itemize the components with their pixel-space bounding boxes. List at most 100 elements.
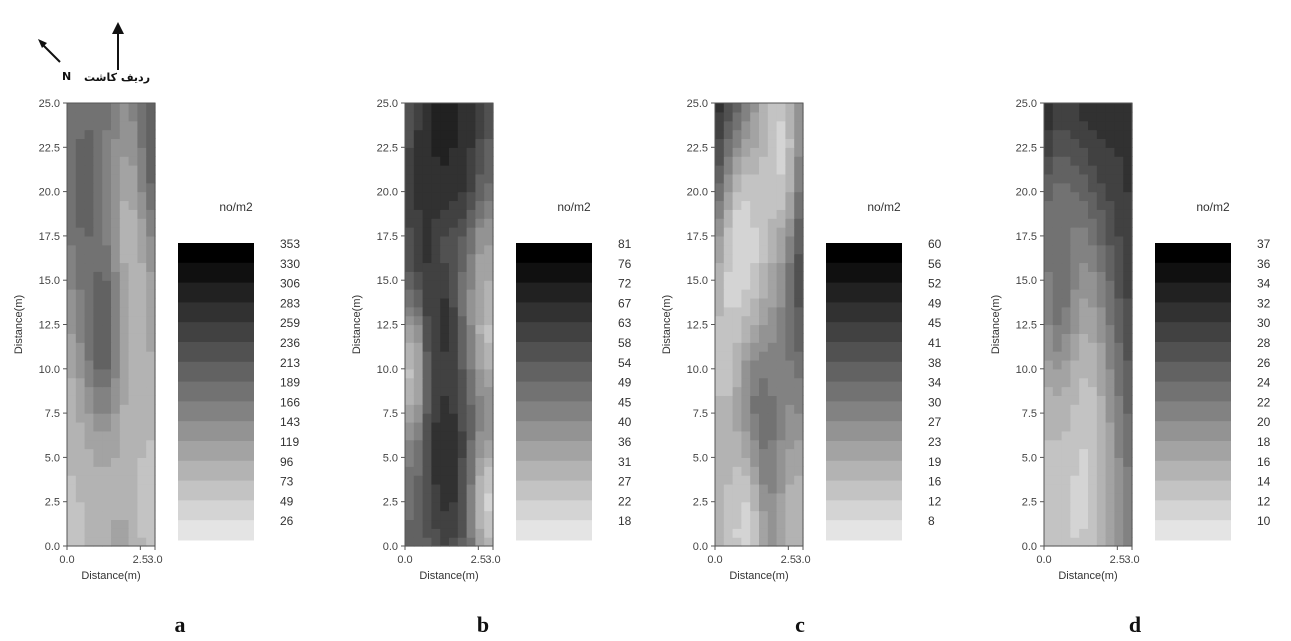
heatmap-cell <box>1114 430 1124 441</box>
legend-level-label: 52 <box>928 277 942 291</box>
heatmap-cell <box>776 492 786 503</box>
heatmap-cell <box>776 271 786 281</box>
heatmap-cell <box>431 492 441 503</box>
heatmap-cell <box>767 297 778 308</box>
heatmap-cell <box>1079 528 1089 538</box>
heatmap-cell <box>119 253 130 264</box>
y-tick-label: 7.5 <box>45 408 60 420</box>
heatmap-cell <box>750 306 760 317</box>
heatmap-cell <box>785 165 795 175</box>
heatmap-cell <box>715 501 725 512</box>
heatmap-cell <box>75 439 86 450</box>
heatmap-cell <box>128 165 138 175</box>
heatmap-cell <box>1079 280 1089 290</box>
heatmap-cell <box>785 111 795 122</box>
y-tick-label: 20.0 <box>377 187 398 199</box>
heatmap-cell <box>484 306 494 317</box>
heatmap-cell <box>1123 430 1133 441</box>
heatmap-cell <box>413 103 424 113</box>
heatmap-cell <box>1105 147 1115 157</box>
heatmap-cell <box>1052 510 1063 521</box>
heatmap-cell <box>1070 147 1080 157</box>
heatmap-cell <box>1079 510 1089 521</box>
heatmap-cell <box>457 200 468 210</box>
heatmap-cell <box>84 262 94 272</box>
heatmap-cell <box>741 421 751 432</box>
heatmap-cell <box>405 457 415 467</box>
heatmap-cell <box>405 430 415 441</box>
heatmap-cell <box>723 103 734 113</box>
heatmap-cell <box>102 200 112 210</box>
legend-swatch <box>1155 262 1231 284</box>
heatmap-cell <box>1105 129 1115 140</box>
heatmap-cell <box>475 439 485 450</box>
heatmap-cell <box>449 430 459 441</box>
heatmap-cell <box>440 377 450 388</box>
heatmap-cell <box>750 377 760 388</box>
heatmap-cell <box>119 235 130 246</box>
heatmap-cell <box>137 519 147 529</box>
legend-swatch <box>826 460 902 482</box>
heatmap-cell <box>715 111 725 122</box>
heatmap-cell <box>413 147 424 157</box>
heatmap-cell <box>1079 333 1089 343</box>
heatmap-cell <box>1044 386 1054 396</box>
heatmap-cell <box>1114 253 1124 264</box>
heatmap-cell <box>119 342 130 352</box>
heatmap-cell <box>422 138 432 148</box>
heatmap-cell <box>475 359 485 370</box>
heatmap-cell <box>484 475 494 485</box>
heatmap-cell <box>1052 111 1063 122</box>
legend-swatch <box>516 322 592 343</box>
heatmap-cell <box>440 173 450 184</box>
heatmap-cell <box>1052 501 1063 512</box>
heatmap-cell <box>466 191 476 202</box>
heatmap-cell <box>146 129 156 140</box>
heatmap-cell <box>750 103 760 113</box>
heatmap-cell <box>1123 244 1133 255</box>
heatmap-cell <box>794 271 804 281</box>
heatmap-cell <box>422 439 432 450</box>
heatmap-cell <box>759 501 769 512</box>
heatmap-cell <box>93 218 103 228</box>
legend-swatch <box>178 342 254 363</box>
heatmap-cell <box>146 430 156 441</box>
heatmap-cell <box>449 377 459 388</box>
heatmap-cell <box>128 111 138 122</box>
legend-level-label: 34 <box>1257 277 1271 291</box>
heatmap-cell <box>794 510 804 521</box>
heatmap-cell <box>449 483 459 494</box>
heatmap-cell <box>146 501 156 512</box>
heatmap-cell <box>1070 475 1080 485</box>
heatmap-cell <box>750 182 760 193</box>
heatmap-cell <box>475 368 485 379</box>
heatmap-cell <box>440 528 450 538</box>
heatmap-cell <box>137 191 147 202</box>
heatmap-cell <box>785 191 795 202</box>
heatmap-cell <box>741 306 751 317</box>
heatmap-svg: 0.02.55.07.510.012.515.017.520.022.525.0… <box>351 98 632 582</box>
heatmap-cell <box>794 297 804 308</box>
heatmap-cell <box>422 448 432 458</box>
heatmap-cell <box>422 209 432 219</box>
heatmap-cell <box>102 413 112 423</box>
heatmap-cell <box>732 377 742 388</box>
heatmap-cell <box>759 324 769 334</box>
heatmap-cell <box>1096 368 1107 379</box>
heatmap-cell <box>776 457 786 467</box>
y-tick-label: 22.5 <box>377 142 398 154</box>
heatmap-cell <box>449 280 459 290</box>
heatmap-cell <box>723 306 734 317</box>
y-tick-label: 22.5 <box>1016 142 1037 154</box>
legend-swatch <box>178 262 254 284</box>
heatmap-cell <box>741 528 751 538</box>
heatmap-cell <box>128 466 138 476</box>
heatmap-cell <box>1105 386 1115 396</box>
heatmap-cell <box>128 359 138 370</box>
heatmap-cell <box>1061 315 1071 326</box>
heatmap-cell <box>137 528 147 538</box>
heatmap-cell <box>93 191 103 202</box>
heatmap-cell <box>102 147 112 157</box>
heatmap-cell <box>785 448 795 458</box>
heatmap-cell <box>1052 466 1063 476</box>
